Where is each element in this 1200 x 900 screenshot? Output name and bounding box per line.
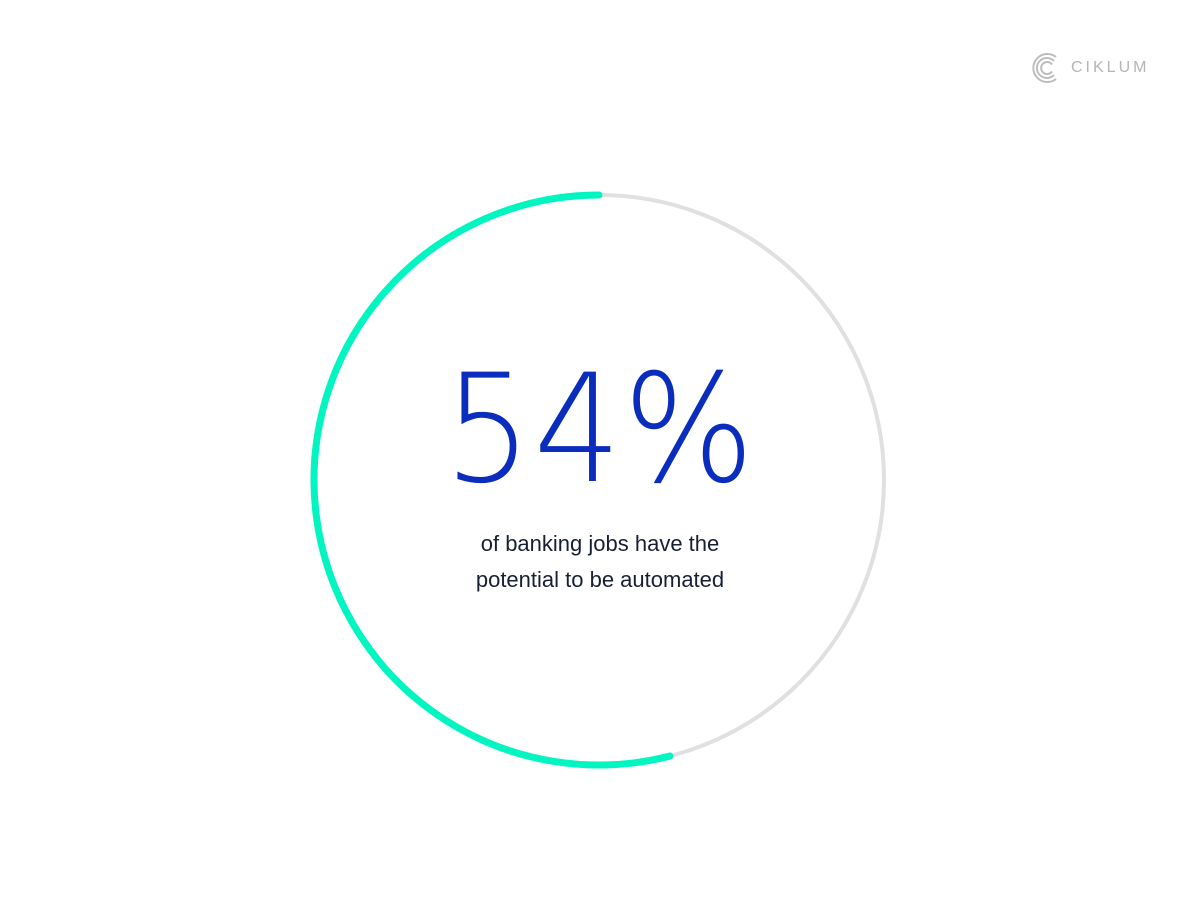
ciklum-c-logo-icon xyxy=(1032,53,1057,83)
logo-text: CIKLUM xyxy=(1071,59,1150,76)
percentage-value: 54% xyxy=(443,343,757,517)
caption: of banking jobs have the potential to be… xyxy=(0,526,1200,598)
caption-line-1: of banking jobs have the xyxy=(480,531,720,556)
ring-progress-arc xyxy=(310,191,674,769)
caption-line-2: potential to be automated xyxy=(475,567,725,592)
ciklum-logo: CIKLUM xyxy=(1029,51,1149,85)
